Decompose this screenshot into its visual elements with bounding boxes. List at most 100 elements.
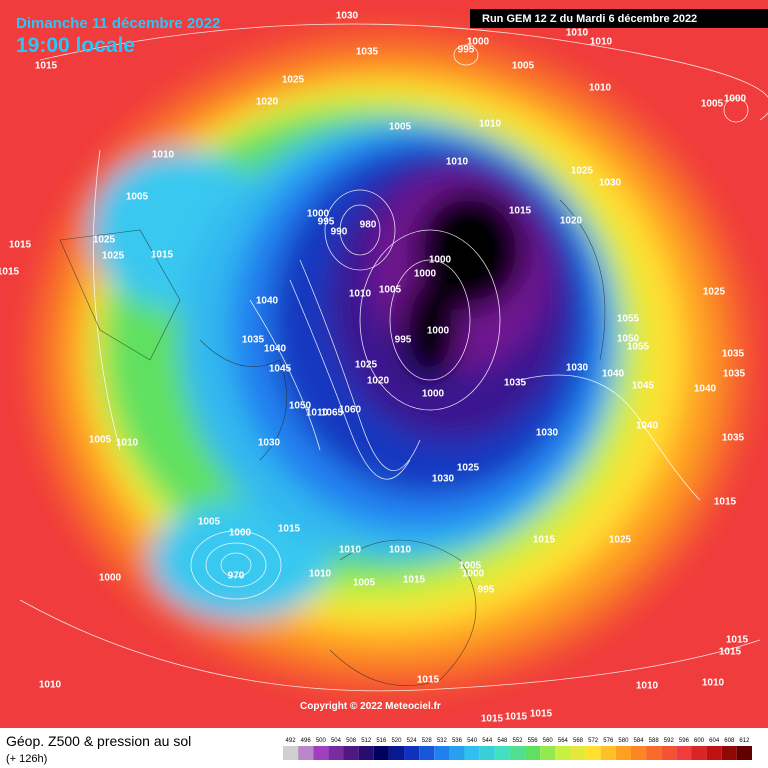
pressure-label: 1065 [321,408,344,419]
pressure-label: 1010 [636,681,659,692]
pressure-label: 1010 [39,680,62,691]
pressure-label: 1000 [414,269,437,280]
field [0,0,768,728]
colorbar-swatch [404,746,420,760]
pressure-label: 1000 [429,255,452,266]
pressure-label: 1025 [457,463,480,474]
pressure-label: 1000 [462,569,485,580]
pressure-label: 990 [331,227,348,238]
colorbar-swatch [449,746,465,760]
pressure-label: 1025 [609,535,632,546]
colorbar-swatch [419,746,435,760]
pressure-label: 1015 [726,635,749,646]
pressure-label: 1005 [512,61,535,72]
colorbar-swatch [358,746,374,760]
colorbar-swatch [479,746,495,760]
pressure-label: 1025 [571,166,594,177]
pressure-label: 1000 [229,528,252,539]
colorbar-swatch [706,746,722,760]
pressure-label: 1055 [617,314,640,325]
colorbar-tick: 508 [346,738,357,744]
pressure-label: 1010 [566,28,589,39]
pressure-label: 1005 [126,192,149,203]
colorbar-swatch [585,746,601,760]
pressure-label: 1015 [714,497,737,508]
colorbar-tick: 608 [724,738,735,744]
colorbar-tick: 600 [694,738,705,744]
colorbar-tick: 552 [512,738,523,744]
pressure-label: 1030 [536,428,559,439]
pressure-label: 1000 [422,389,445,400]
pressure-label: 1015 [417,675,440,686]
footer-title: Géop. Z500 & pression au sol [6,733,191,749]
pressure-label: 1015 [509,206,532,217]
colorbar-tick: 568 [573,738,584,744]
pressure-label: 1015 [481,714,504,725]
colorbar-swatch [646,746,662,760]
pressure-label: 1040 [264,344,287,355]
colorbar-tick: 572 [588,738,599,744]
pressure-label: 1030 [566,363,589,374]
pressure-label: 1010 [309,569,332,580]
colorbar-swatch [525,746,541,760]
pressure-label: 1030 [599,178,622,189]
pressure-label: 1035 [722,433,745,444]
pressure-label: 1035 [242,335,265,346]
colorbar-swatch [464,746,480,760]
colorbar-tick: 536 [452,738,463,744]
pressure-label: 1040 [694,384,717,395]
pressure-label: 1010 [590,37,613,48]
pressure-label: 995 [478,585,495,596]
pressure-label: 1005 [89,435,112,446]
pressure-label: 1015 [530,709,553,720]
colorbar-tick: 540 [467,738,478,744]
colorbar-swatch [600,746,616,760]
colorbar-swatch [615,746,631,760]
colorbar-tick: 604 [709,738,720,744]
pressure-label: 1015 [505,712,528,723]
pressure-label: 995 [318,217,335,228]
colorbar-swatch [691,746,707,760]
pressure-label: 1005 [389,122,412,133]
colorbar-tick: 556 [528,738,539,744]
footer-lead: (+ 126h) [6,753,47,765]
colorbar-tick: 576 [603,738,614,744]
pressure-label: 1005 [353,578,376,589]
colorbar-swatch [570,746,586,760]
pressure-label: 1050 [289,401,312,412]
colorbar-swatch [721,746,737,760]
colorbar-swatch [540,746,556,760]
pressure-label: 1060 [339,405,362,416]
pressure-label: 1015 [151,250,174,261]
colorbar-tick: 496 [301,738,312,744]
pressure-label: 1030 [336,11,359,22]
colorbar-swatch [676,746,692,760]
pressure-label: 1030 [258,438,281,449]
colorbar-swatch [494,746,510,760]
pressure-label: 1010 [306,408,329,419]
colorbar-swatch [343,746,359,760]
colorbar-tick: 548 [497,738,508,744]
pressure-label: 1015 [403,575,426,586]
pressure-label: 980 [360,220,377,231]
pressure-label: 1010 [446,157,469,168]
pressure-label: 1010 [389,545,412,556]
colorbar-tick: 516 [376,738,387,744]
pressure-label: 1010 [702,678,725,689]
colorbar-swatch [373,746,389,760]
date: Dimanche 11 décembre 2022 [16,15,220,32]
colorbar-tick: 580 [618,738,629,744]
colorbar-swatch [313,746,329,760]
pressure-label: 1005 [459,561,482,572]
pressure-label: 1000 [467,37,490,48]
pressure-label: 1035 [504,378,527,389]
coastlines [59,199,606,686]
pressure-label: 1040 [602,369,625,380]
pressure-label: 1025 [282,75,305,86]
pressure-label: 970 [228,571,245,582]
colorbar-swatch [555,746,571,760]
colorbar-tick: 564 [558,738,569,744]
